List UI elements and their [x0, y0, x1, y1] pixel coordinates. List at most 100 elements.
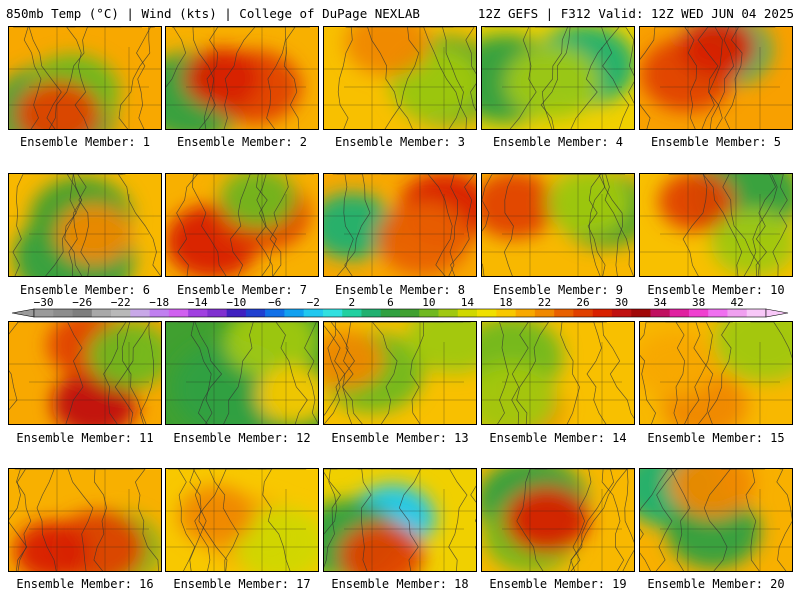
temperature-field-map	[640, 322, 792, 424]
colorbar-swatch	[91, 309, 112, 317]
wind-contour	[192, 27, 215, 129]
wind-contour	[356, 27, 413, 129]
colorbar-tick-label: 2	[348, 296, 355, 309]
wind-contour	[431, 469, 468, 571]
ensemble-member-caption: Ensemble Member: 3	[334, 135, 466, 149]
ensemble-map-panel	[8, 468, 162, 572]
wind-contour	[192, 174, 259, 276]
wind-contour	[560, 322, 607, 424]
wind-contour	[426, 174, 453, 276]
colorbar-swatch	[130, 309, 150, 317]
temperature-blob	[711, 209, 792, 276]
wind-contour	[256, 174, 306, 276]
wind-contour	[330, 322, 363, 424]
wind-contour	[640, 27, 741, 129]
colorbar-tick-label: 14	[461, 296, 475, 309]
colorbar-tick-label: 22	[538, 296, 551, 309]
colorbar-swatch	[438, 309, 459, 317]
colorbar-tick-label: 10	[422, 296, 435, 309]
wind-contour	[190, 322, 307, 424]
wind-contour	[237, 174, 273, 276]
ensemble-map-panel	[8, 321, 162, 425]
wind-contour	[304, 322, 318, 424]
temperature-blob	[339, 522, 424, 571]
wind-contour	[342, 322, 355, 424]
colorbar-swatch	[611, 309, 632, 317]
temperature-field-map	[324, 174, 476, 276]
wind-contour	[198, 27, 310, 129]
temperature-field-map	[324, 322, 476, 424]
wind-contour	[12, 174, 123, 276]
temperature-field-map	[166, 27, 318, 129]
temperature-blob	[376, 201, 471, 276]
wind-contour	[384, 27, 454, 129]
wind-contour	[776, 469, 792, 571]
colorbar-swatch	[72, 309, 93, 317]
wind-contour	[750, 322, 792, 359]
colorbar-swatch	[477, 309, 497, 317]
wind-contour	[669, 174, 760, 276]
wind-contour	[324, 469, 341, 568]
wind-contour	[668, 174, 708, 276]
temperature-blob	[220, 174, 297, 229]
wind-contour	[539, 174, 606, 276]
ensemble-map-panel	[165, 468, 319, 572]
temperature-blob	[713, 322, 792, 382]
ensemble-member-caption: Ensemble Member: 11	[16, 431, 154, 445]
temperature-blob	[669, 469, 755, 518]
wind-contour	[269, 174, 314, 276]
wind-contour	[324, 322, 444, 424]
wind-contour	[14, 469, 57, 571]
colorbar-swatch	[746, 309, 767, 317]
wind-contour	[521, 174, 606, 276]
wind-contour	[84, 469, 107, 571]
wind-contour	[118, 27, 155, 129]
wind-contour	[66, 27, 89, 129]
wind-contour	[171, 27, 286, 129]
temperature-blob	[233, 506, 318, 571]
wind-contour	[501, 322, 607, 424]
wind-contour	[208, 469, 248, 571]
wind-contour	[482, 174, 626, 276]
temperature-field-map	[324, 27, 476, 129]
wind-contour	[640, 469, 679, 571]
wind-contour	[697, 27, 727, 129]
wind-contour	[503, 174, 525, 276]
wind-contour	[9, 322, 159, 411]
temperature-blob	[546, 174, 632, 237]
colorbar-tick-label: −2	[307, 296, 320, 309]
ensemble-member-caption: Ensemble Member: 9	[492, 283, 624, 297]
ensemble-member-caption: Ensemble Member: 1	[19, 135, 151, 149]
wind-contour	[580, 322, 634, 419]
wind-contour	[68, 174, 82, 276]
wind-contour	[743, 174, 778, 276]
colorbar-swatch	[361, 309, 382, 317]
colorbar-swatch	[554, 309, 574, 317]
run-valid-time: 12Z GEFS | F312 Valid: 12Z WED JUN 04 20…	[477, 6, 794, 21]
ensemble-member-caption: Ensemble Member: 16	[16, 577, 154, 591]
temperature-field-map	[9, 27, 161, 129]
temperature-blob	[504, 486, 590, 554]
wind-contour	[178, 469, 307, 571]
wind-contour	[17, 322, 84, 424]
wind-contour	[332, 174, 354, 276]
ensemble-map-panel	[481, 173, 635, 277]
colorbar-low-arrow	[11, 308, 35, 318]
colorbar-swatch	[168, 309, 189, 317]
wind-contour	[324, 469, 451, 535]
wind-contour	[640, 322, 733, 424]
wind-contour	[64, 469, 94, 571]
wind-contour	[166, 27, 187, 88]
ensemble-map-panel	[8, 26, 162, 130]
colorbar-swatch	[688, 309, 709, 317]
temperature-field-map	[640, 174, 792, 276]
ensemble-map-panel	[323, 173, 477, 277]
wind-contour	[497, 322, 544, 424]
wind-contour	[484, 27, 630, 129]
temperature-field-map	[640, 469, 792, 571]
wind-contour	[701, 27, 723, 129]
wind-contour	[516, 469, 548, 571]
ensemble-member-caption: Ensemble Member: 5	[650, 135, 782, 149]
wind-contour	[48, 27, 122, 129]
wind-contour	[684, 27, 698, 129]
